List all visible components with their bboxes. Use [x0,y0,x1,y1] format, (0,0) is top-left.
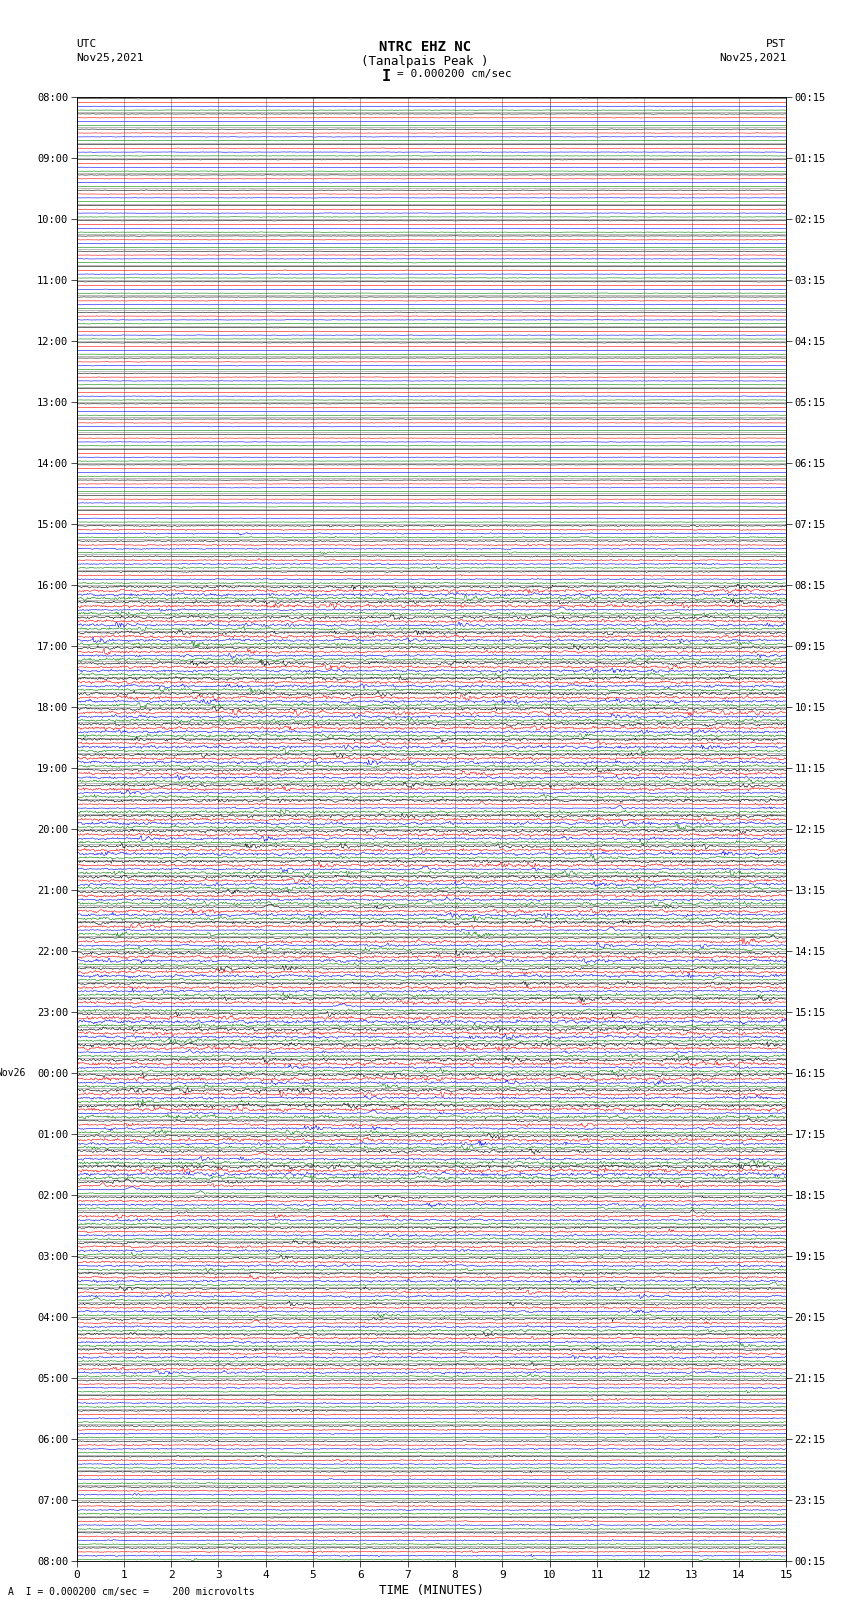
Text: (Tanalpais Peak ): (Tanalpais Peak ) [361,55,489,68]
Text: PST: PST [766,39,786,48]
Text: Nov26: Nov26 [0,1068,26,1077]
Text: UTC: UTC [76,39,97,48]
X-axis label: TIME (MINUTES): TIME (MINUTES) [379,1584,484,1597]
Text: I: I [382,69,391,84]
Text: Nov25,2021: Nov25,2021 [76,53,144,63]
Text: = 0.000200 cm/sec: = 0.000200 cm/sec [397,69,512,79]
Text: NTRC EHZ NC: NTRC EHZ NC [379,40,471,55]
Text: A  I = 0.000200 cm/sec =    200 microvolts: A I = 0.000200 cm/sec = 200 microvolts [8,1587,255,1597]
Text: Nov25,2021: Nov25,2021 [719,53,786,63]
